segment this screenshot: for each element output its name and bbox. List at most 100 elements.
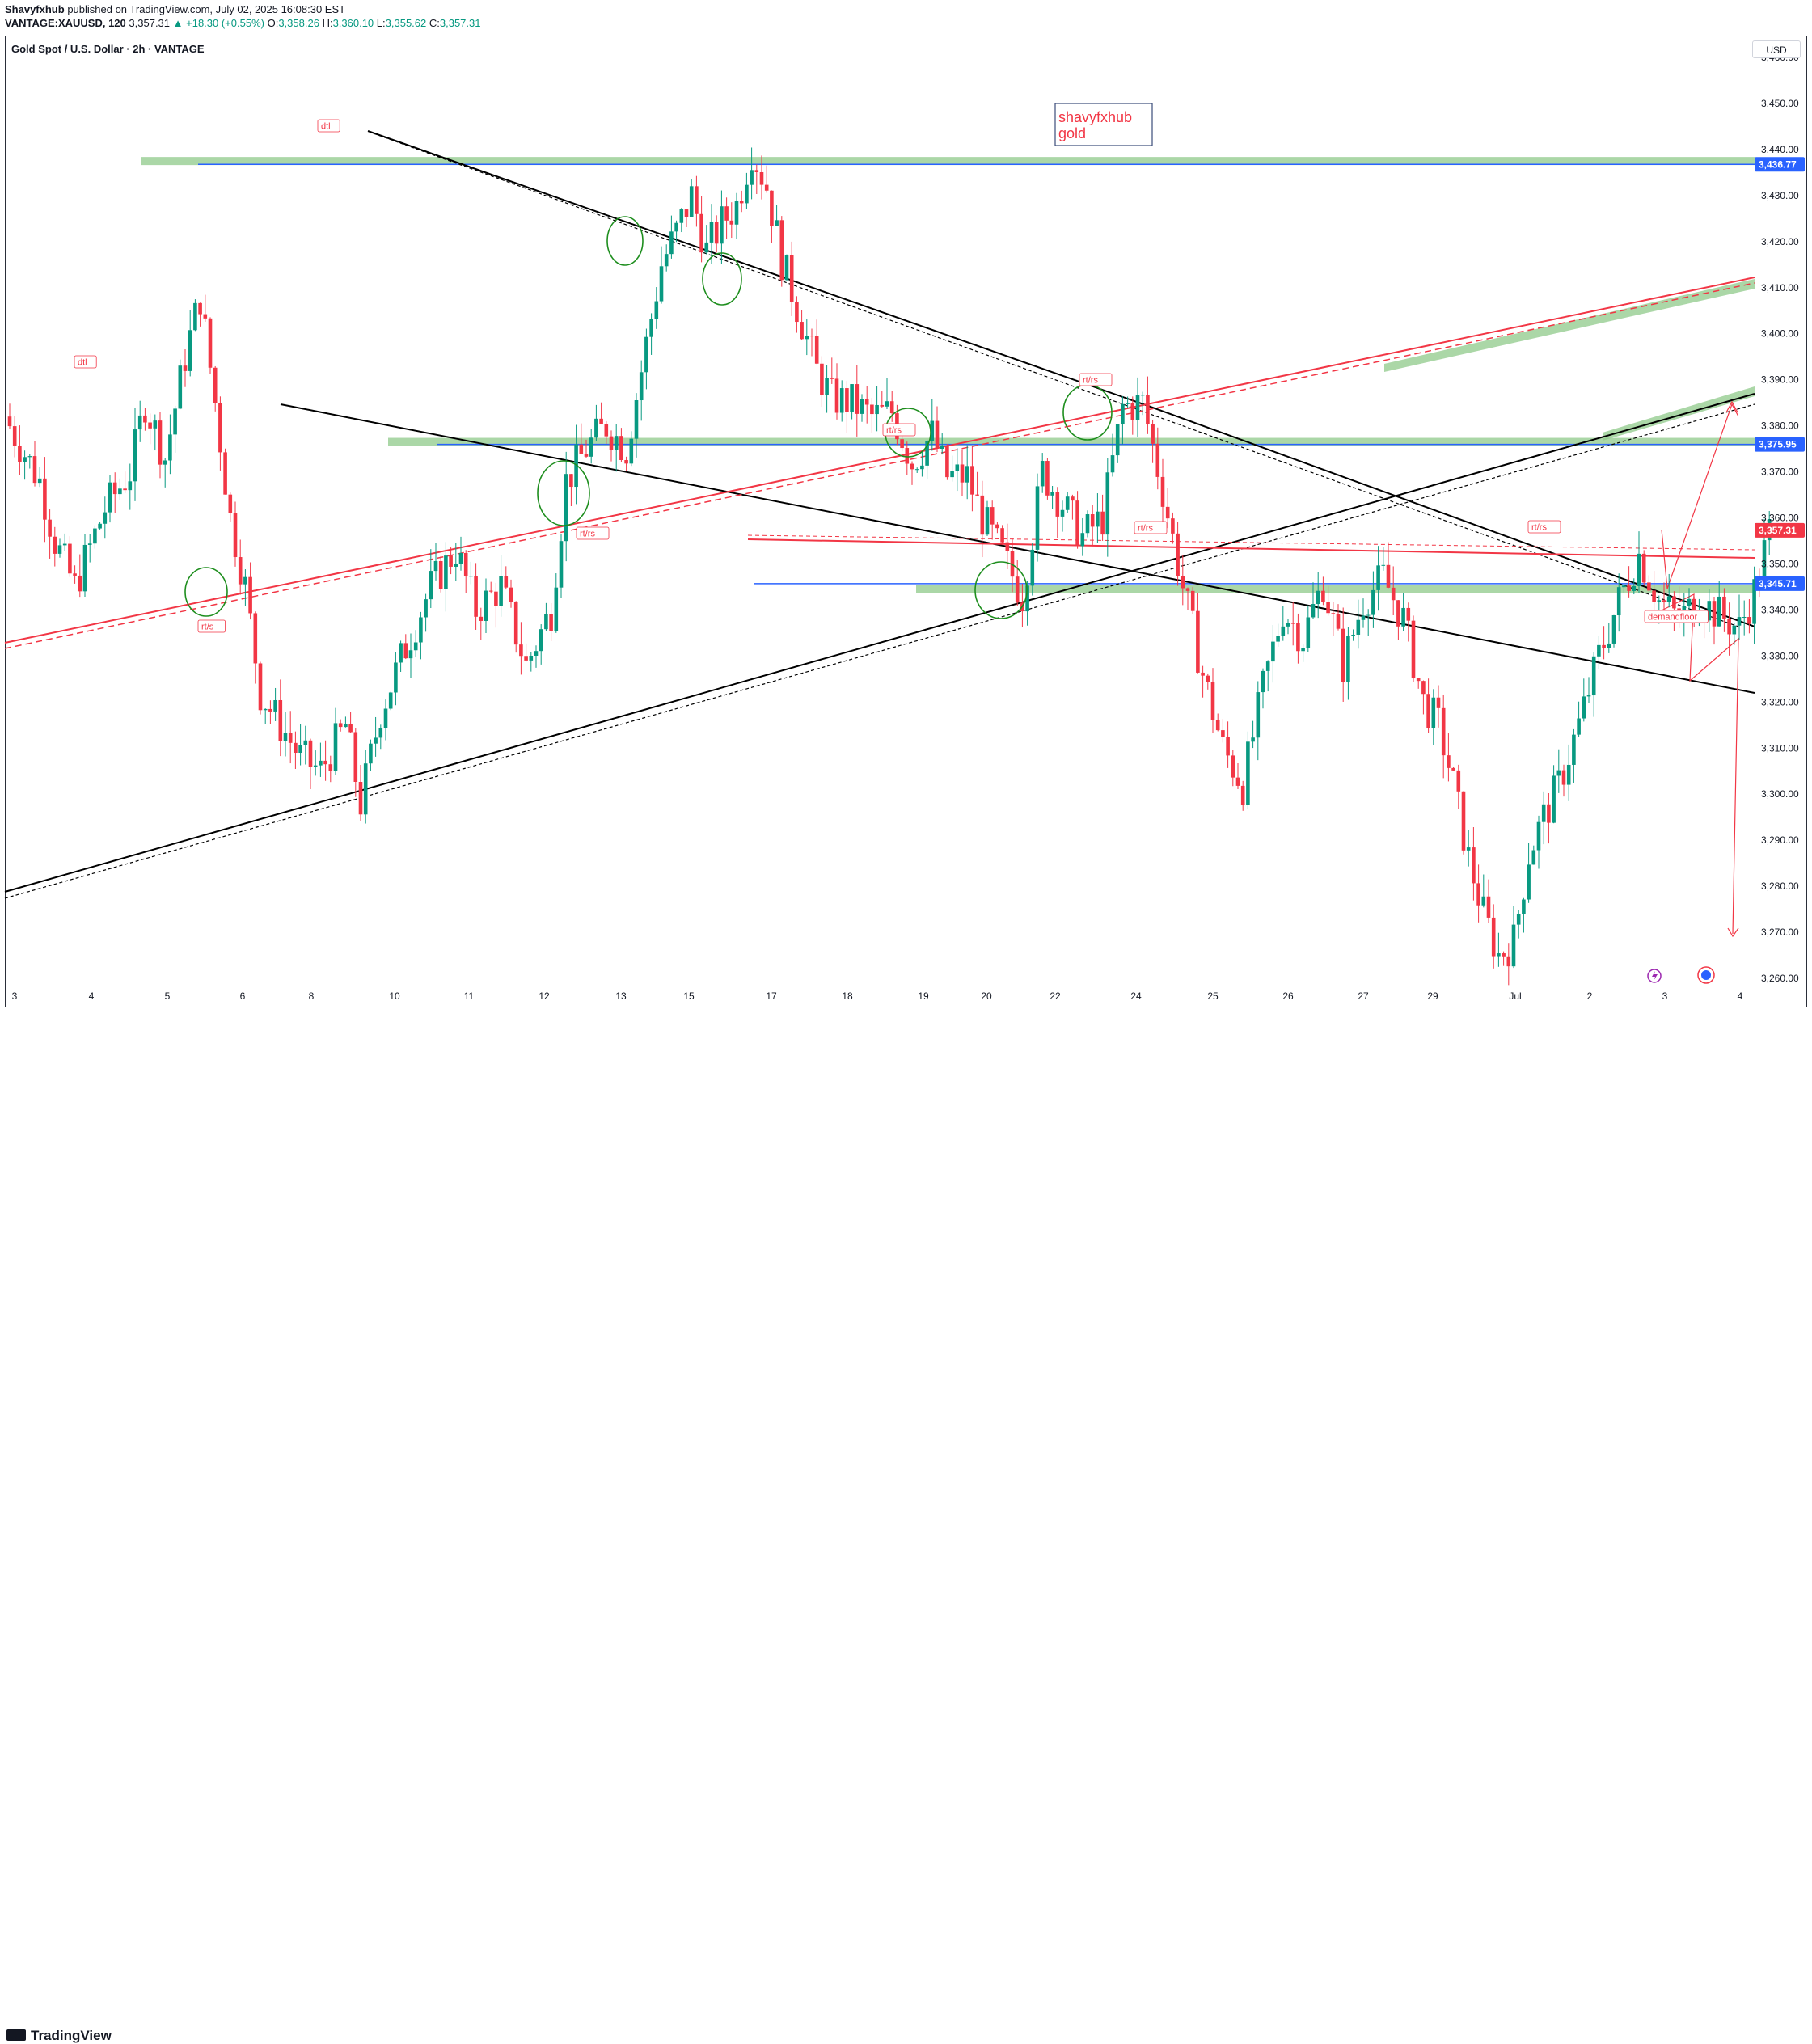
- candle-body: [1361, 615, 1366, 620]
- candle-body: [955, 464, 960, 471]
- arrowhead-down: [1727, 927, 1739, 938]
- candle-body: [183, 365, 188, 371]
- high-label: H:: [322, 17, 333, 29]
- candle-body: [1040, 461, 1045, 487]
- candle-body: [820, 363, 824, 395]
- descending-trendline: [367, 130, 1149, 407]
- candle-body: [1201, 672, 1205, 676]
- tag-box: [74, 355, 97, 369]
- candle-body: [1045, 461, 1050, 496]
- tag-box: [1527, 520, 1561, 534]
- candle-body: [889, 401, 894, 414]
- projection-path-down: [1661, 593, 1739, 935]
- candle-body: [429, 571, 433, 600]
- candle-body: [268, 708, 272, 712]
- zone-mid-zone: [388, 437, 1755, 446]
- candle-body: [1707, 601, 1712, 621]
- candle-body: [1035, 486, 1040, 550]
- price-tag: [1755, 437, 1805, 452]
- annotation-text-line: shavyfxhub: [1058, 109, 1132, 125]
- candle-body: [463, 553, 468, 577]
- candle-body: [914, 469, 919, 471]
- candle-body: [1341, 628, 1345, 682]
- candle-body: [714, 222, 719, 244]
- candle-body: [554, 587, 559, 631]
- candle-body: [228, 494, 233, 513]
- candle-body: [388, 692, 393, 709]
- chart-title: Gold Spot / U.S. Dollar · 2h · VANTAGE: [11, 43, 205, 55]
- candle-body: [23, 457, 27, 462]
- candle-body: [1100, 511, 1105, 535]
- footer: TradingView: [0, 1012, 1812, 2043]
- candle-body: [1240, 785, 1245, 805]
- candle-body: [1121, 403, 1125, 424]
- candle-body: [338, 723, 343, 728]
- candle-body: [494, 591, 498, 606]
- candle-body: [258, 663, 263, 711]
- y-tick-label: 3,270.00: [1761, 927, 1799, 938]
- candle-body: [1130, 403, 1135, 420]
- x-tick-label: 18: [842, 990, 853, 1002]
- candle-body: [7, 416, 12, 427]
- candle-body: [855, 384, 860, 414]
- candle-body: [830, 378, 834, 379]
- currency-button[interactable]: USD: [1752, 40, 1801, 58]
- candle-body: [1326, 602, 1330, 614]
- y-tick-label: 3,450.00: [1761, 98, 1799, 109]
- candle-body: [408, 650, 413, 659]
- candle-body: [12, 426, 17, 446]
- candle-body: [1662, 600, 1666, 602]
- candle-body: [980, 495, 985, 535]
- candle-body: [920, 465, 924, 470]
- candle-body: [353, 732, 358, 783]
- x-tick-label: 11: [464, 990, 475, 1002]
- candle-body: [599, 418, 603, 424]
- candle-body: [689, 186, 694, 217]
- candle-body: [27, 456, 32, 458]
- candle-body: [875, 404, 879, 415]
- candle-body: [168, 434, 172, 461]
- candle-body: [158, 420, 163, 465]
- candle-body: [720, 206, 724, 244]
- candle-body: [1346, 636, 1350, 682]
- lightning-event-icon: [1647, 969, 1662, 983]
- candle-body: [940, 446, 944, 450]
- publish-header: Shavyfxhub published on TradingView.com,…: [0, 0, 1812, 36]
- candle-body: [764, 184, 769, 191]
- candle-body: [78, 575, 82, 592]
- x-tick-label: 27: [1358, 990, 1369, 1002]
- candle-body: [1110, 455, 1115, 473]
- red-resistance-line: [747, 538, 1755, 559]
- candle-body: [273, 699, 277, 712]
- candle-body: [1436, 697, 1441, 708]
- candle-body: [438, 560, 443, 589]
- price-chart[interactable]: dtl dtl rt/s rt/rs rt/rs rt/rs rt/rs rt/rs deman…: [0, 0, 1812, 1038]
- publisher-name[interactable]: Shavyfxhub: [5, 3, 65, 15]
- candle-body: [1472, 847, 1476, 884]
- candle-body: [1115, 424, 1120, 456]
- x-tick-label: 3: [1662, 990, 1668, 1002]
- tag-label: rt/rs: [886, 426, 902, 436]
- candle-body: [1597, 644, 1601, 657]
- chart-frame[interactable]: [5, 36, 1807, 1007]
- x-tick-label: 19: [918, 990, 929, 1002]
- y-tick-label: 3,320.00: [1761, 696, 1799, 707]
- candle-body: [1071, 496, 1075, 501]
- candle-body: [1271, 641, 1275, 662]
- tag-label: rt/rs: [580, 530, 595, 539]
- tradingview-logo[interactable]: TradingView: [6, 2028, 112, 2044]
- candle-body: [1641, 553, 1646, 583]
- zone-sloped-lower: [1603, 386, 1755, 441]
- candle-body: [303, 740, 308, 745]
- candle-body: [73, 573, 77, 576]
- hand-drawn-circle: [702, 252, 742, 306]
- candle-body: [629, 438, 634, 464]
- candle-body: [1381, 564, 1386, 566]
- tag-label: rt/rs: [1531, 523, 1547, 533]
- candle-body: [614, 436, 619, 450]
- candle-body: [1511, 924, 1516, 967]
- candle-body: [549, 614, 553, 631]
- x-tick-label: 17: [766, 990, 777, 1002]
- candle-body: [1722, 596, 1726, 619]
- candle-body: [1416, 678, 1421, 682]
